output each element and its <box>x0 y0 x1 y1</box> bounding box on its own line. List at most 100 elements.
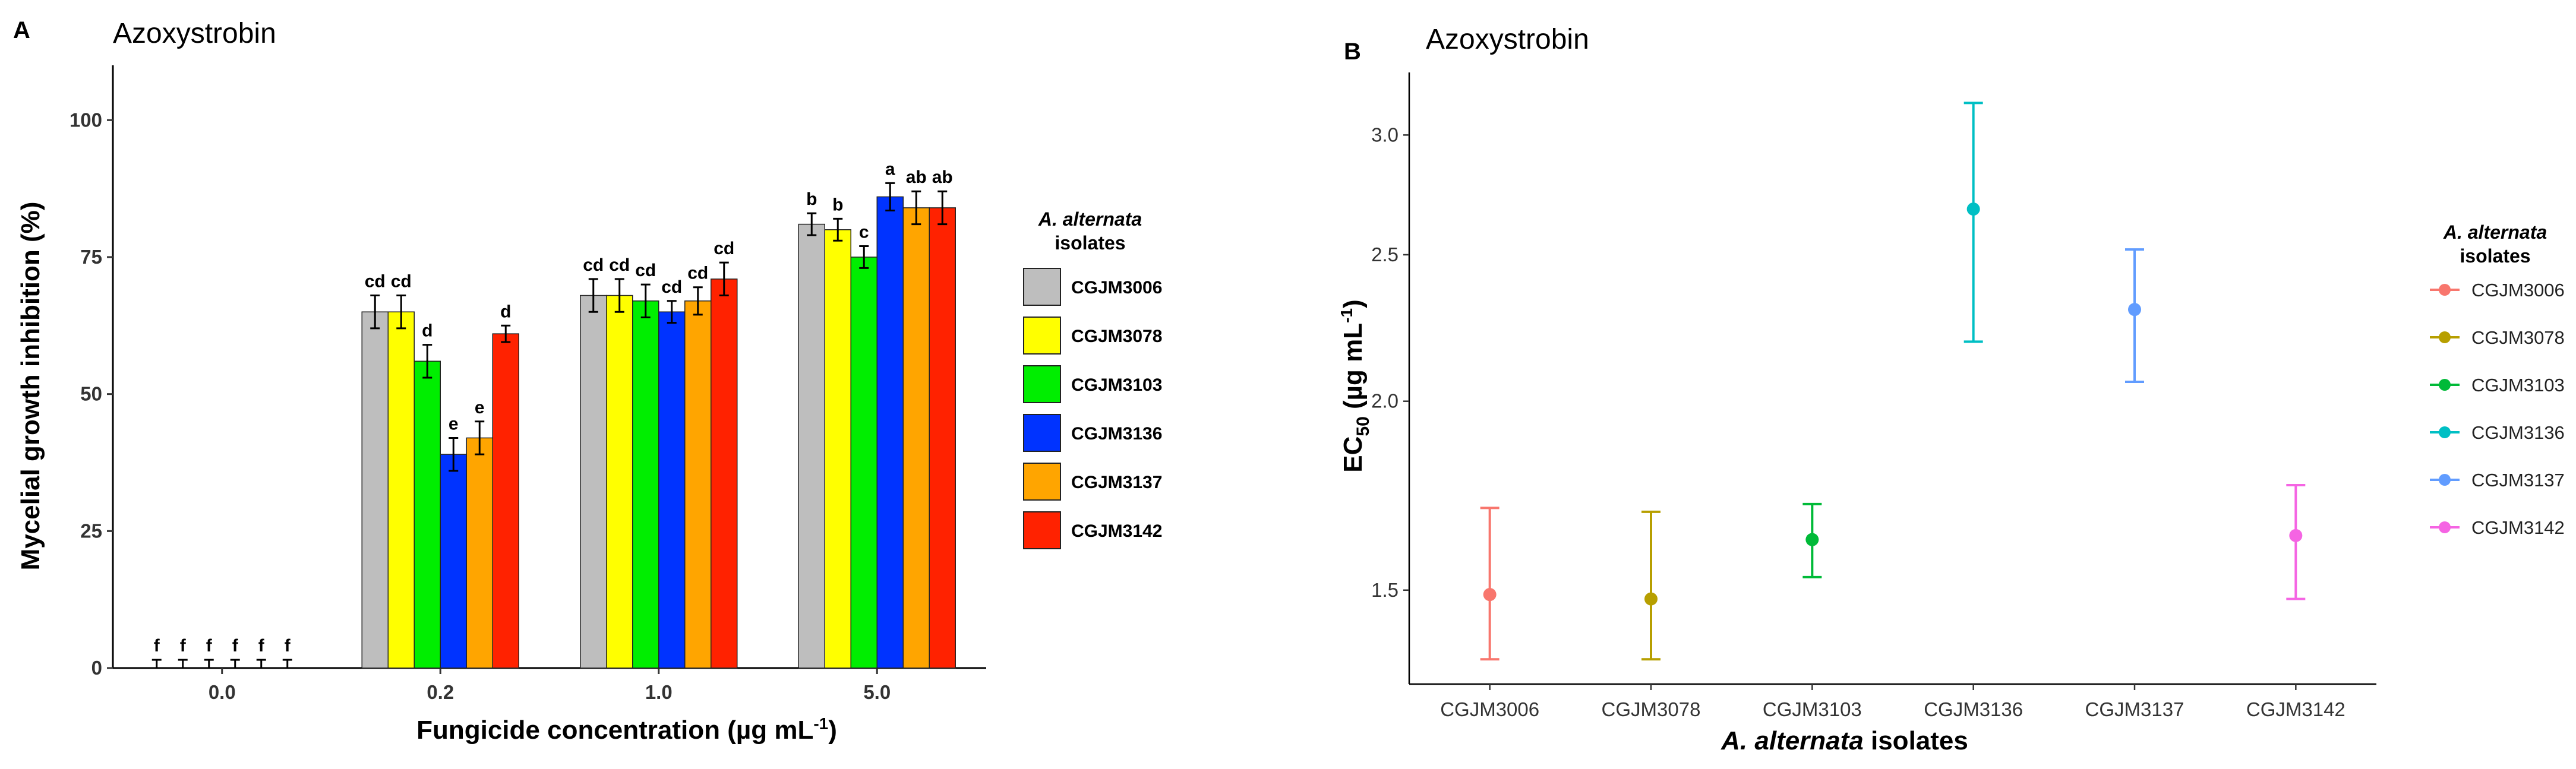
panel-b-legend-label: CGJM3006 <box>2471 280 2565 300</box>
panel-a-x-tick-label: 5.0 <box>863 681 891 703</box>
panel-b-x-tick-label: CGJM3078 <box>1602 698 1701 720</box>
panel-a-significance-letter: ab <box>932 167 953 187</box>
panel-a-significance-letter: f <box>154 636 160 656</box>
panel-b-title: Azoxystrobin <box>1426 24 1589 55</box>
panel-a-significance-letter: cd <box>391 272 412 292</box>
panel-b-legend-point <box>2439 474 2451 486</box>
panel-a-significance-letter: cd <box>714 239 734 258</box>
panel-a-y-tick-label: 25 <box>80 520 102 542</box>
panel-a-bar <box>387 311 415 669</box>
panel-a-bar <box>929 207 956 669</box>
panel-b-chart: 1.5 2.0 2.5 3.0 CGJM3006 CGJM3078 CGJM3103 CGJM… <box>1371 72 2376 720</box>
panel-a-bar <box>711 279 738 669</box>
panel-b-legend-point <box>2439 426 2451 438</box>
panel-b-legend-label: CGJM3142 <box>2471 517 2565 538</box>
panel-a-bar <box>361 311 389 669</box>
panel-a-x-axis-label: Fungicide concentration (µg mL-1) <box>416 714 837 745</box>
panel-b-legend-point <box>2439 284 2451 296</box>
panel-a-title: Azoxystrobin <box>113 18 276 49</box>
panel-b-y-tick-label: 2.5 <box>1371 243 1399 265</box>
panel-a-legend-swatch <box>1023 268 1061 306</box>
panel-a-legend-label: CGJM3136 <box>1071 424 1162 444</box>
panel-b-point <box>2289 529 2303 542</box>
panel-a-significance-letter: c <box>859 223 869 242</box>
panel-a-bar <box>876 196 904 669</box>
panel-b-x-tick-label: CGJM3137 <box>2085 698 2184 720</box>
panel-a-significance-letter: d <box>500 302 511 321</box>
panel-a-significance-letter: d <box>422 321 433 341</box>
panel-a-x-tick-label: 0.0 <box>209 681 236 703</box>
panel-b-y-tick-label: 1.5 <box>1371 579 1399 601</box>
panel-a-legend-label: CGJM3006 <box>1071 278 1162 298</box>
panel-b-y-tick-label: 2.0 <box>1371 390 1399 412</box>
panel-a-bar <box>658 311 686 669</box>
panel-a-significance-letter: a <box>885 159 895 179</box>
panel-b-point <box>2128 303 2141 317</box>
panel-a-y-tick-label: 100 <box>70 109 102 131</box>
panel-a-significance-letter: b <box>806 189 817 209</box>
panel-b-legend-title: A. alternata <box>2443 221 2547 243</box>
panel-b-legend-label: CGJM3078 <box>2471 327 2565 348</box>
panel-a-bar <box>440 454 467 669</box>
panel-a-legend-swatch <box>1023 365 1061 403</box>
panel-a-bar <box>824 229 851 669</box>
panel-b-legend-point <box>2439 331 2451 343</box>
panel-a-legend-swatch <box>1023 414 1061 452</box>
panel-b-legend-label: CGJM3136 <box>2471 422 2565 443</box>
panel-b-y-tick-label: 3.0 <box>1371 124 1399 145</box>
panel-b-point <box>1644 592 1658 606</box>
panel-b-x-tick-label: CGJM3103 <box>1763 698 1862 720</box>
panel-a-significance-letter: ab <box>906 167 927 187</box>
panel-a-y-tick-label: 0 <box>91 657 102 679</box>
panel-a-significance-letter: f <box>285 636 291 656</box>
panel-a-significance-letter: cd <box>635 261 656 280</box>
panel-b-legend-subtitle: isolates <box>2460 245 2530 267</box>
panel-b-y-axis-label: EC50 (µg mL-1) <box>1337 299 1373 472</box>
panel-a-legend-label: CGJM3137 <box>1071 473 1162 492</box>
panel-b-point <box>1805 533 1819 546</box>
panel-a-y-tick-label: 50 <box>80 383 102 405</box>
panel-a-bar <box>466 437 493 669</box>
panel-a-significance-letter: cd <box>661 277 682 297</box>
panel-a-legend-swatch <box>1023 511 1061 549</box>
panel-a-x-tick-label: 1.0 <box>645 681 673 703</box>
panel-b-legend-point <box>2439 379 2451 391</box>
panel-b-legend-label: CGJM3103 <box>2471 375 2565 395</box>
panel-a-y-axis-label: Mycelial growth inhibition (%) <box>16 202 45 571</box>
panel-a-bar <box>606 295 633 669</box>
panel-a-significance-letter: cd <box>687 264 708 283</box>
panel-a-legend-label: CGJM3078 <box>1071 327 1162 346</box>
panel-a-legend-swatch <box>1023 317 1061 355</box>
panel-a-bar <box>413 360 441 669</box>
panel-b-x-tick-label: CGJM3142 <box>2246 698 2345 720</box>
panel-a-y-tick-label: 75 <box>80 246 102 268</box>
panel-a-legend-swatch <box>1023 463 1061 501</box>
panel-a-significance-letter: f <box>232 636 239 656</box>
panel-a-bar <box>850 257 877 669</box>
panel-a-legend: A. alternata isolates CGJM3006 CGJM3078 CG… <box>1023 208 1162 549</box>
panel-a-bar <box>492 333 519 669</box>
panel-a-legend-title: A. alternata <box>1038 208 1142 230</box>
panel-b-letter: B <box>1344 39 1361 65</box>
panel-b-legend: A. alternata isolates CGJM3006 CGJM3078 CG… <box>2430 221 2565 538</box>
panel-b-point <box>1966 202 1980 216</box>
panel-a-significance-letter: b <box>832 195 843 214</box>
panel-b-x-tick-label: CGJM3006 <box>1440 698 1539 720</box>
panel-b-point <box>1483 588 1497 602</box>
panel-a-significance-letter: f <box>180 636 187 656</box>
panel-a-legend-label: CGJM3142 <box>1071 521 1162 541</box>
panel-a-significance-letter: e <box>475 398 485 417</box>
panel-a-legend-subtitle: isolates <box>1055 232 1125 254</box>
panel-a-significance-letter: f <box>258 636 265 656</box>
panel-a-legend-label: CGJM3103 <box>1071 375 1162 395</box>
panel-a-significance-letter: cd <box>609 255 630 275</box>
panel-b-x-axis-label: A. alternata isolates <box>1721 726 1968 755</box>
panel-a-significance-letter: f <box>206 636 213 656</box>
panel-b-legend-point <box>2439 521 2451 533</box>
panel-a-bar <box>684 300 712 669</box>
panel-b-x-tick-label: CGJM3136 <box>1924 698 2023 720</box>
panel-a-significance-letter: cd <box>583 255 604 275</box>
panel-a-bar <box>798 223 825 669</box>
